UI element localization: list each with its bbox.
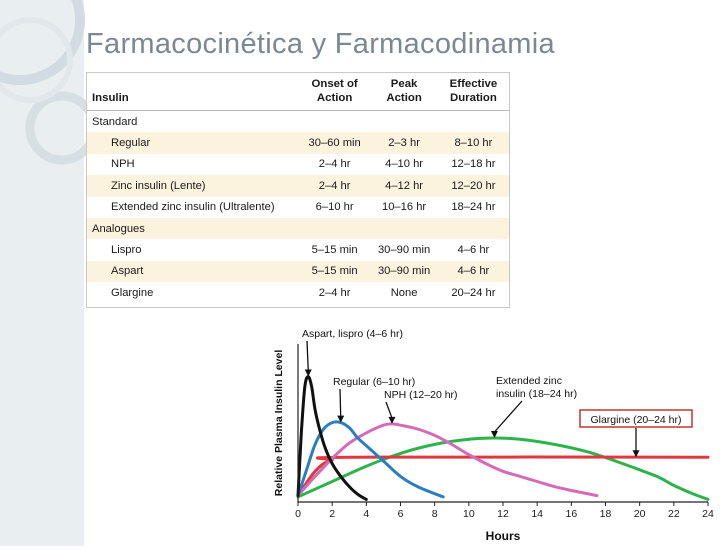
glargine-highlight-box bbox=[579, 409, 693, 428]
x-axis-label: Hours bbox=[486, 529, 521, 543]
peak-value: 30–90 min bbox=[370, 260, 438, 283]
series-line-extended-zinc bbox=[296, 436, 710, 501]
insulin-name: Regular bbox=[87, 132, 299, 154]
table-row: Aspart 5–15 min 30–90 min 4–6 hr bbox=[87, 260, 509, 283]
column-header-onset: Onset of Action bbox=[298, 73, 371, 111]
label-nph: NPH (12–20 hr) bbox=[384, 389, 458, 401]
arrow-nph-head bbox=[388, 416, 396, 424]
table-row: Lispro 5–15 min 30–90 min 4–6 hr bbox=[87, 239, 509, 260]
onset-value: 5–15 min bbox=[298, 260, 371, 283]
insulin-name: Extended zinc insulin (Ultralente) bbox=[111, 201, 275, 214]
group-label: Standard bbox=[92, 115, 138, 128]
series-line-aspart-lispro bbox=[296, 375, 368, 501]
onset-value: 2–4 hr bbox=[318, 158, 351, 171]
onset-value: 30–60 min bbox=[298, 132, 371, 154]
x-tick-label: 4 bbox=[363, 508, 369, 520]
table-group-row: Standard bbox=[87, 111, 509, 133]
slide-title: Farmacocinética y Farmacodinamia bbox=[86, 28, 555, 60]
arrow-extended-zinc bbox=[493, 400, 523, 433]
arrow-regular bbox=[339, 388, 342, 417]
series-line-nph bbox=[296, 422, 599, 498]
label-regular: Regular (6–10 hr) bbox=[333, 376, 415, 388]
x-tick-label: 2 bbox=[329, 508, 335, 520]
label-aspart-lispro: Aspart, lispro (4–6 hr) bbox=[302, 328, 403, 340]
x-tick-label: 14 bbox=[531, 508, 543, 520]
x-tick-label: 8 bbox=[432, 508, 438, 520]
column-header-duration: Effective Duration bbox=[437, 73, 509, 111]
arrow-regular-head bbox=[337, 415, 345, 423]
x-tick-label: 24 bbox=[702, 508, 714, 520]
onset-value: 2–4 hr bbox=[318, 286, 351, 299]
peak-value: 4–12 hr bbox=[370, 175, 438, 197]
duration-value: 20–24 hr bbox=[451, 286, 496, 299]
insulin-name: Lispro bbox=[111, 244, 142, 257]
duration-value: 18–24 hr bbox=[451, 201, 496, 214]
duration-value: 8–10 hr bbox=[437, 132, 509, 154]
insulin-name: Zinc insulin (Lente) bbox=[87, 175, 299, 197]
insulin-name: Glargine bbox=[111, 286, 154, 299]
table-row: Regular 30–60 min 2–3 hr 8–10 hr bbox=[87, 132, 509, 154]
series-line-regular bbox=[296, 420, 445, 499]
table-row: Zinc insulin (Lente) 2–4 hr 4–12 hr 12–2… bbox=[87, 175, 509, 197]
table-group-row: Analogues bbox=[87, 217, 509, 240]
x-tick-label: 20 bbox=[634, 508, 646, 520]
label-glargine: Glargine (20–24 hr) bbox=[590, 414, 681, 426]
table-row: Glargine 2–4 hr None 20–24 hr bbox=[87, 282, 509, 303]
arrow-glargine-head bbox=[632, 450, 640, 458]
peak-value: None bbox=[390, 286, 418, 299]
peak-value: 2–3 hr bbox=[370, 132, 438, 154]
label-extended-zinc-line1: Extended zinc bbox=[496, 375, 562, 387]
duration-value: 4–6 hr bbox=[457, 244, 490, 257]
table-row: NPH 2–4 hr 4–10 hr 12–18 hr bbox=[87, 154, 509, 175]
onset-value: 2–4 hr bbox=[298, 175, 371, 197]
x-tick-label: 6 bbox=[398, 508, 404, 520]
x-tick-label: 10 bbox=[463, 508, 475, 520]
insulin-table: Insulin Onset of Action Peak Action Effe… bbox=[87, 73, 509, 304]
y-axis-label: Relative Plasma Insulin Level bbox=[273, 350, 285, 497]
duration-value: 12–18 hr bbox=[451, 158, 496, 171]
peak-value: 4–10 hr bbox=[385, 158, 424, 171]
peak-value: 30–90 min bbox=[377, 244, 431, 257]
column-header-peak: Peak Action bbox=[370, 73, 438, 111]
group-label: Analogues bbox=[87, 217, 509, 240]
insulin-name: Aspart bbox=[87, 260, 299, 283]
duration-value: 12–20 hr bbox=[437, 175, 509, 197]
table-header-row: Insulin Onset of Action Peak Action Effe… bbox=[87, 73, 509, 111]
arrow-nph bbox=[385, 401, 393, 419]
insulin-table-container: Insulin Onset of Action Peak Action Effe… bbox=[86, 72, 510, 308]
x-tick-label: 0 bbox=[295, 508, 301, 520]
label-extended-zinc-line2: insulin (18–24 hr) bbox=[496, 388, 577, 400]
onset-value: 5–15 min bbox=[311, 244, 358, 257]
peak-value: 10–16 hr bbox=[381, 201, 427, 214]
duration-value: 4–6 hr bbox=[437, 260, 509, 283]
column-header-insulin: Insulin bbox=[87, 73, 299, 111]
x-tick-label: 22 bbox=[668, 508, 680, 520]
table-row: Extended zinc insulin (Ultralente) 6–10 … bbox=[87, 197, 509, 218]
x-tick-label: 16 bbox=[565, 508, 577, 520]
arrow-aspart-lispro-head bbox=[304, 369, 312, 377]
arrow-extended-zinc-head bbox=[490, 431, 498, 438]
x-tick-label: 12 bbox=[497, 508, 509, 520]
background-decoration bbox=[0, 0, 99, 546]
arrow-aspart-lispro bbox=[306, 340, 309, 371]
onset-value: 6–10 hr bbox=[315, 201, 354, 214]
insulin-name: NPH bbox=[111, 158, 135, 171]
x-tick-label: 18 bbox=[600, 508, 612, 520]
